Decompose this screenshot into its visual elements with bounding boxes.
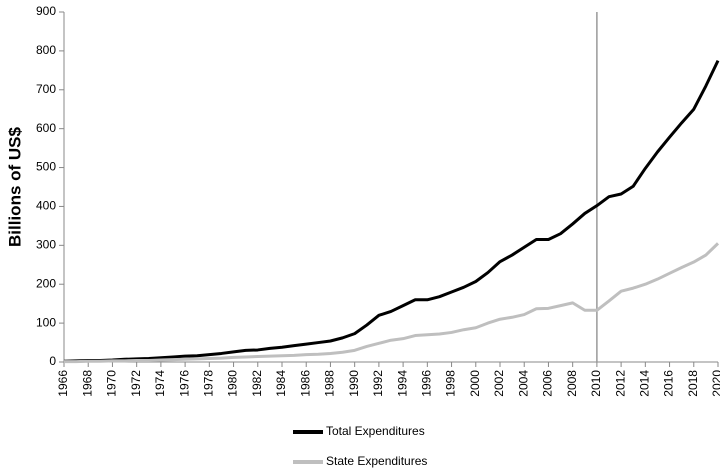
x-tick-label: 2014 (638, 370, 652, 397)
y-tick-label: 500 (36, 160, 56, 174)
x-tick-label: 2000 (468, 370, 482, 397)
x-tick-label: 1970 (105, 370, 119, 397)
x-tick-label: 1986 (298, 370, 312, 397)
y-tick-label: 900 (36, 4, 56, 18)
legend-label: State Expenditures (326, 454, 427, 468)
x-tick-label: 1992 (371, 370, 385, 397)
x-tick-label: 1982 (250, 370, 264, 397)
x-tick-label: 1984 (274, 370, 288, 397)
x-tick-label: 1976 (177, 370, 191, 397)
y-tick-label: 800 (36, 43, 56, 57)
x-tick-label: 2018 (686, 370, 700, 397)
x-tick-label: 1996 (420, 370, 434, 397)
line-series (64, 242, 720, 364)
x-tick-label: 2008 (565, 370, 579, 397)
x-tick-label: 2006 (541, 370, 555, 397)
x-tick-label: 2002 (492, 370, 506, 397)
x-tick-label: 1990 (347, 370, 361, 397)
x-tick-label: 1980 (226, 370, 240, 397)
x-tick-label: 1974 (153, 370, 167, 397)
line-series (63, 59, 720, 363)
x-tick-label: 1968 (80, 370, 94, 397)
legend-label: Total Expenditures (326, 424, 425, 438)
y-tick-label: 200 (36, 276, 56, 290)
x-tick-label: 1994 (395, 370, 409, 397)
y-tick-label: 600 (36, 121, 56, 135)
x-tick-label: 1972 (129, 370, 143, 397)
x-tick-label: 2010 (589, 370, 603, 397)
y-axis-label: Billions of US$ (5, 126, 24, 247)
y-tick-label: 0 (49, 354, 56, 368)
x-tick-label: 1978 (202, 370, 216, 397)
x-tick-label: 1966 (56, 370, 70, 397)
x-tick-label: 2020 (710, 370, 720, 397)
x-tick-label: 2016 (662, 370, 676, 397)
y-tick-label: 700 (36, 82, 56, 96)
y-tick-label: 400 (36, 199, 56, 213)
x-tick-label: 1998 (444, 370, 458, 397)
x-tick-label: 2012 (613, 370, 627, 397)
y-tick-label: 300 (36, 238, 56, 252)
y-tick-label: 100 (36, 315, 56, 329)
x-tick-label: 1988 (323, 370, 337, 397)
x-tick-label: 2004 (516, 370, 530, 397)
